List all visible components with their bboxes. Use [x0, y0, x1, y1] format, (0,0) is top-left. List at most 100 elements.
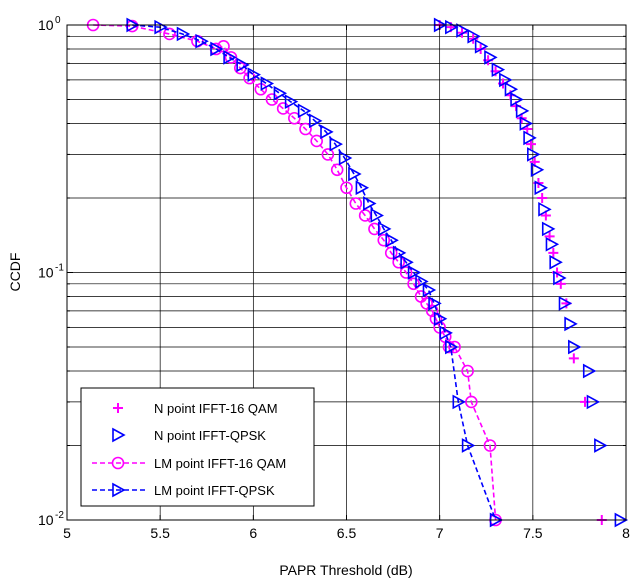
legend-label: LM point IFFT-QPSK [154, 483, 275, 498]
triangle-marker [400, 254, 414, 270]
series-line [93, 24, 497, 521]
triangle-marker [422, 282, 437, 298]
triangle-marker [297, 103, 312, 119]
triangle-marker [445, 19, 459, 35]
circle-marker [299, 122, 312, 136]
circle-marker [265, 93, 279, 106]
y-tick-base: 10 [38, 265, 54, 281]
grid-lines [67, 25, 626, 520]
x-tick-label: 6.5 [337, 525, 357, 541]
triangle-marker [154, 19, 168, 35]
triangle-marker [392, 245, 407, 261]
triangle-marker [456, 23, 470, 38]
triangle-marker [474, 38, 489, 54]
triangle-marker [112, 427, 126, 443]
triangle-marker [284, 94, 299, 110]
triangle-marker [538, 201, 552, 217]
triangle-marker [223, 50, 237, 65]
triangle-marker [355, 180, 370, 196]
circle-marker [163, 27, 176, 41]
circle-marker [310, 134, 323, 148]
series-line [132, 24, 497, 521]
circle-marker [399, 266, 413, 279]
x-axis-label: PAPR Threshold (dB) [279, 562, 412, 578]
triangle-marker [370, 208, 384, 223]
triangle-marker [530, 162, 545, 178]
circle-marker [243, 71, 256, 85]
triangle-marker [195, 33, 209, 49]
x-tick-label: 6 [249, 525, 257, 541]
circle-marker [442, 340, 456, 354]
triangle-marker [549, 254, 563, 270]
circle-marker [425, 304, 439, 318]
triangle-marker [461, 438, 476, 453]
legend-entry: LM point IFFT-16 QAM [92, 456, 286, 471]
triangle-marker [541, 221, 556, 237]
triangle-marker [385, 232, 399, 248]
plus-marker [113, 403, 123, 413]
triangle-marker [329, 136, 343, 152]
triangle-marker [236, 57, 250, 73]
circle-marker [368, 222, 381, 236]
circle-marker [111, 456, 125, 470]
triangle-marker [515, 103, 530, 119]
y-tick-exponent: -1 [55, 263, 64, 274]
triangle-marker [568, 339, 582, 355]
series-group [86, 18, 502, 527]
circle-marker [340, 181, 353, 195]
legend-entry: N point IFFT-QPSK [112, 427, 266, 443]
triangle-marker [247, 67, 262, 83]
x-tick-label: 8 [622, 525, 630, 541]
circle-marker [276, 102, 290, 115]
x-tick-label: 7.5 [523, 525, 543, 541]
triangle-marker [309, 113, 323, 129]
triangle-marker [519, 116, 534, 131]
circle-marker [330, 163, 344, 177]
y-tick-base: 10 [38, 512, 54, 528]
triangle-marker [510, 92, 524, 107]
plot-series [86, 17, 629, 528]
legend-label: N point IFFT-16 QAM [154, 401, 278, 416]
legend-entry: LM point IFFT-QPSK [92, 482, 275, 498]
circle-marker [349, 197, 363, 210]
triangle-marker [320, 124, 334, 140]
y-tick-label: 10 -2 [38, 510, 64, 528]
y-tick-exponent: 0 [55, 15, 61, 26]
triangle-marker [210, 41, 224, 57]
circle-marker [288, 111, 301, 125]
x-tick-label: 5 [63, 525, 71, 541]
y-tick-label: 10 0 [38, 15, 61, 33]
triangle-marker [428, 296, 442, 311]
y-tick-base: 10 [38, 17, 54, 33]
legend-label: LM point IFFT-16 QAM [154, 456, 286, 471]
y-tick-exponent: -2 [55, 510, 64, 521]
y-tick-label: 10 -1 [38, 263, 64, 281]
triangle-marker [545, 236, 560, 252]
triangle-marker [348, 166, 362, 182]
circle-marker [461, 364, 474, 378]
legend-entry: N point IFFT-16 QAM [113, 401, 278, 416]
triangle-marker [377, 221, 392, 237]
triangle-marker [564, 316, 578, 332]
triangle-marker [407, 265, 422, 280]
triangle-marker [553, 270, 567, 286]
circle-marker [321, 148, 335, 161]
triangle-marker [523, 130, 537, 146]
x-tick-label: 7 [436, 525, 444, 541]
series-group [126, 17, 504, 528]
triangle-marker [415, 274, 429, 289]
triangle-marker [363, 196, 377, 211]
triangle-marker [504, 81, 519, 97]
triangle-marker [433, 311, 448, 327]
triangle-marker [484, 50, 498, 65]
triangle-marker [445, 339, 459, 355]
triangle-marker [260, 76, 275, 91]
circle-marker [448, 340, 461, 354]
triangle-marker [558, 296, 573, 311]
plus-marker [537, 192, 548, 203]
triangle-marker [273, 85, 288, 101]
legend-label: N point IFFT-QPSK [154, 428, 266, 443]
plus-marker [568, 353, 579, 364]
